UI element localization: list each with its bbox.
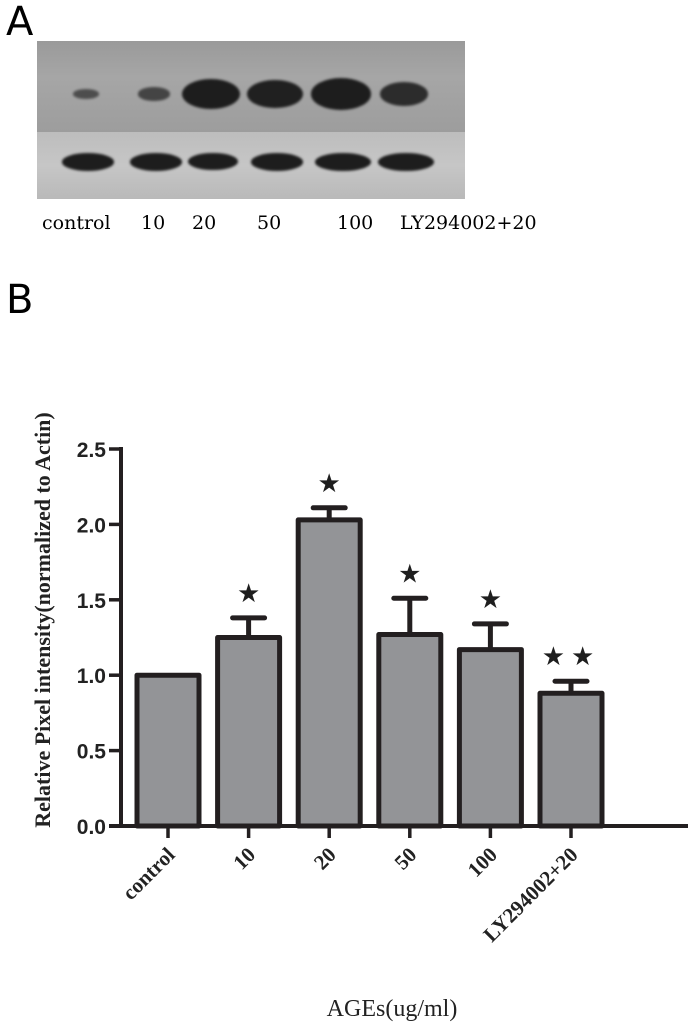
- x-tick-label: control: [117, 842, 179, 904]
- lane-label-ly294002: LY294002+20: [400, 212, 537, 234]
- significance-star: ★: [479, 585, 502, 615]
- y-tick-label: 2.5: [77, 439, 107, 462]
- actin-band: [129, 153, 183, 171]
- significance-star: ★: [398, 559, 421, 589]
- actin-band: [250, 153, 304, 171]
- bar-50: [376, 631, 444, 829]
- lane-label-control: control: [42, 212, 111, 234]
- lane-label-100: 100: [337, 212, 374, 234]
- y-tick-label: 2.0: [77, 514, 106, 537]
- target-band: [182, 79, 240, 109]
- y-tick-label: 0.0: [77, 816, 106, 839]
- lane-label-10: 10: [141, 212, 166, 234]
- x-axis-label: AGEs(ug/ml): [327, 996, 458, 1022]
- x-tick-label: 50: [390, 843, 422, 875]
- panel-a-label: A: [6, 0, 34, 45]
- bars-group: [134, 517, 605, 829]
- significance-star: ★: [237, 579, 260, 609]
- actin-band: [378, 153, 434, 171]
- bar-20: [295, 517, 363, 829]
- y-tick-label: 1.0: [77, 665, 106, 688]
- target-band: [380, 82, 428, 106]
- y-ticks-group: 0.0 0.5 1.0 1.5 2.0 2.5: [77, 439, 121, 839]
- y-axis-label: Relative Pixel intensity(normalized to A…: [30, 412, 55, 827]
- bar-LY294002+20: [537, 690, 605, 829]
- target-band: [247, 79, 303, 109]
- actin-band: [188, 153, 238, 171]
- actin-band: [315, 153, 371, 171]
- x-tick-label: 100: [463, 843, 502, 882]
- bar-control: [134, 672, 202, 829]
- lane-label-50: 50: [257, 212, 282, 234]
- significance-star: ★: [318, 469, 341, 499]
- y-tick-label: 1.5: [77, 590, 107, 613]
- target-band: [138, 87, 170, 101]
- error-bars-group: [230, 505, 590, 694]
- x-tick-label: 20: [309, 843, 341, 875]
- significance-group: ★★★★★★: [237, 469, 601, 672]
- x-tick-label: 10: [228, 843, 260, 875]
- actin-band: [61, 153, 115, 171]
- bar-100: [456, 647, 524, 829]
- bar-10: [215, 635, 283, 829]
- axes-group: [109, 447, 688, 828]
- target-band: [311, 78, 371, 110]
- target-band: [73, 89, 99, 99]
- panel-b-label: B: [6, 277, 34, 323]
- significance-star: ★★: [542, 642, 601, 672]
- lane-label-20: 20: [192, 212, 217, 234]
- y-tick-label: 0.5: [77, 741, 107, 764]
